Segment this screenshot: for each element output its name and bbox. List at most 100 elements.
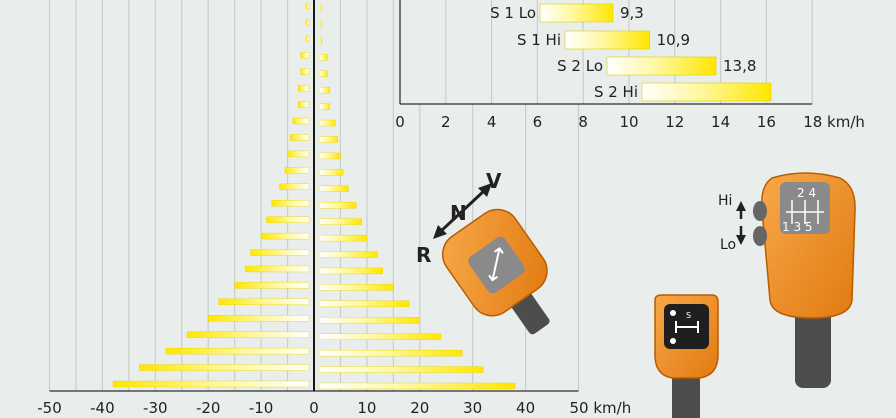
bar-right: [318, 21, 323, 28]
bar-left: [266, 216, 310, 223]
bar-right: [318, 267, 383, 275]
x-tick-label: 20: [410, 399, 429, 417]
bar-left: [289, 134, 310, 141]
diverging-ticks: -50 -40 -30 -20 -10 0 10 20 30 40 50 km/h: [37, 399, 631, 417]
bar-right: [318, 251, 378, 258]
bar-left: [297, 101, 310, 108]
bar-left: [279, 183, 310, 190]
bar-right: [318, 37, 323, 45]
bar-left: [300, 68, 310, 75]
hare-icon: [670, 310, 676, 316]
bar-left: [292, 117, 310, 125]
bar-right: [318, 169, 344, 176]
bar-right: [318, 86, 331, 94]
range-bars: S 1 Lo 9,3 S 1 Hi 10,9 S 2 Lo 13,8 S 2 Hi: [490, 3, 772, 102]
bar-left: [305, 2, 310, 10]
shift-button-lo: [753, 226, 767, 246]
range-category-label: S 1 Lo: [490, 4, 536, 22]
direction-forward-label: V: [486, 169, 502, 193]
bar-right: [318, 300, 410, 308]
x-tick-label: -10: [249, 399, 274, 417]
range-bar: [606, 56, 717, 76]
diverging-bars: [112, 0, 516, 391]
range-x-tick-label: 14: [711, 113, 730, 131]
bar-right: [318, 70, 328, 77]
range-category-label: S 2 Hi: [594, 83, 638, 101]
direction-neutral-label: N: [450, 201, 467, 225]
range-value-label: 13,8: [723, 57, 756, 75]
gate-top-numbers: 2 4: [797, 186, 816, 200]
range-lever-illustration: S: [654, 294, 719, 418]
range-bar: [564, 30, 650, 50]
bar-left: [207, 315, 310, 322]
bar-right: [318, 349, 463, 357]
bar-right: [318, 4, 323, 12]
range-x-tick-label: 2: [441, 113, 451, 131]
shift-hi-label: Hi: [718, 193, 732, 209]
range-x-tick-label: 0: [395, 113, 405, 131]
shuttle-lever-illustration: V N R: [416, 169, 550, 335]
arrow-down-icon: [736, 235, 746, 245]
bar-left: [234, 282, 310, 289]
bar-left: [165, 347, 310, 355]
bar-left: [284, 167, 310, 174]
range-x-tick-label: 8: [578, 113, 588, 131]
bar-right: [318, 317, 421, 324]
range-x-tick-label: 18 km/h: [803, 113, 865, 131]
bar-left: [271, 200, 310, 207]
direction-reverse-label: R: [416, 243, 431, 267]
x-tick-label: -20: [196, 399, 221, 417]
arrow-up-icon: [736, 201, 746, 211]
range-speed-chart: S 1 Lo 9,3 S 1 Hi 10,9 S 2 Lo 13,8 S 2 Hi 0 2 4 6…: [395, 0, 865, 131]
bar-right: [318, 103, 331, 110]
range-value-label: 9,3: [620, 4, 644, 22]
bar-left: [260, 232, 310, 240]
small-lever-s-label: S: [686, 311, 691, 320]
range-category-label: S 2 Lo: [557, 57, 603, 75]
bar-left: [218, 298, 310, 306]
bar-left: [250, 249, 310, 256]
bar-left: [305, 35, 310, 43]
turtle-icon: [670, 338, 676, 344]
bar-left: [287, 150, 310, 158]
arrow-reverse-icon: [433, 225, 447, 239]
range-ticks: 0 2 4 6 8 10 12 14 16 18 km/h: [395, 113, 865, 131]
range-x-tick-label: 16: [757, 113, 776, 131]
bar-left: [297, 84, 310, 92]
gate-bottom-numbers: 1 3 5: [782, 220, 813, 234]
bar-left: [245, 265, 310, 273]
x-tick-label: -30: [143, 399, 168, 417]
bar-right: [318, 54, 328, 61]
shift-button-hi: [753, 201, 767, 221]
range-x-tick-label: 6: [533, 113, 543, 131]
bar-right: [318, 234, 368, 242]
gear-lever-shaft: [795, 300, 831, 388]
x-tick-label: 40: [516, 399, 535, 417]
direction-line-icon: [438, 188, 487, 234]
gear-gate-icon: [786, 200, 824, 224]
bar-left: [139, 364, 310, 371]
range-x-tick-label: 4: [487, 113, 497, 131]
x-tick-label: 0: [309, 399, 319, 417]
shuttle-arrow-icon: [488, 246, 504, 282]
x-tick-label: -40: [90, 399, 115, 417]
bar-right: [318, 218, 362, 225]
bar-right: [318, 333, 442, 340]
range-x-tick-label: 12: [665, 113, 684, 131]
x-tick-label: 10: [357, 399, 376, 417]
shift-lo-label: Lo: [720, 237, 736, 253]
x-tick-label: 50 km/h: [570, 399, 632, 417]
shuttle-direction-arrows: [433, 183, 492, 239]
gear-lever-illustration: 2 4 1 3 5 Hi Lo: [718, 172, 856, 388]
arrow-forward-icon: [478, 183, 492, 197]
bar-left: [300, 52, 310, 59]
bar-left: [112, 380, 310, 388]
range-x-tick-label: 10: [619, 113, 638, 131]
bar-right: [318, 152, 341, 160]
bar-left: [305, 19, 310, 26]
bar-right: [318, 119, 336, 127]
bar-right: [318, 382, 516, 390]
bar-right: [318, 185, 349, 192]
x-tick-label: -50: [37, 399, 62, 417]
